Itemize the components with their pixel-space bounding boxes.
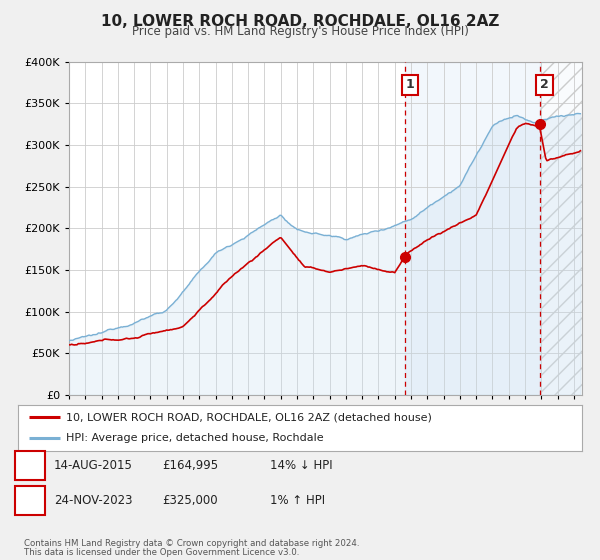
Text: 24-NOV-2023: 24-NOV-2023 [54, 494, 133, 507]
Bar [539, 62, 590, 395]
Bar [539, 62, 590, 395]
Text: 1% ↑ HPI: 1% ↑ HPI [270, 494, 325, 507]
Text: £325,000: £325,000 [162, 494, 218, 507]
Text: 1: 1 [406, 78, 414, 91]
Text: HPI: Average price, detached house, Rochdale: HPI: Average price, detached house, Roch… [66, 433, 323, 444]
Text: 10, LOWER ROCH ROAD, ROCHDALE, OL16 2AZ (detached house): 10, LOWER ROCH ROAD, ROCHDALE, OL16 2AZ … [66, 412, 432, 422]
Text: 14-AUG-2015: 14-AUG-2015 [54, 459, 133, 472]
Text: 2: 2 [26, 494, 34, 507]
Text: 14% ↓ HPI: 14% ↓ HPI [270, 459, 332, 472]
Text: 1: 1 [26, 459, 34, 472]
Bar [405, 62, 539, 395]
Text: £164,995: £164,995 [162, 459, 218, 472]
Text: This data is licensed under the Open Government Licence v3.0.: This data is licensed under the Open Gov… [24, 548, 299, 557]
Text: 2: 2 [540, 78, 549, 91]
Text: Price paid vs. HM Land Registry's House Price Index (HPI): Price paid vs. HM Land Registry's House … [131, 25, 469, 38]
Text: Contains HM Land Registry data © Crown copyright and database right 2024.: Contains HM Land Registry data © Crown c… [24, 539, 359, 548]
Text: 10, LOWER ROCH ROAD, ROCHDALE, OL16 2AZ: 10, LOWER ROCH ROAD, ROCHDALE, OL16 2AZ [101, 14, 499, 29]
